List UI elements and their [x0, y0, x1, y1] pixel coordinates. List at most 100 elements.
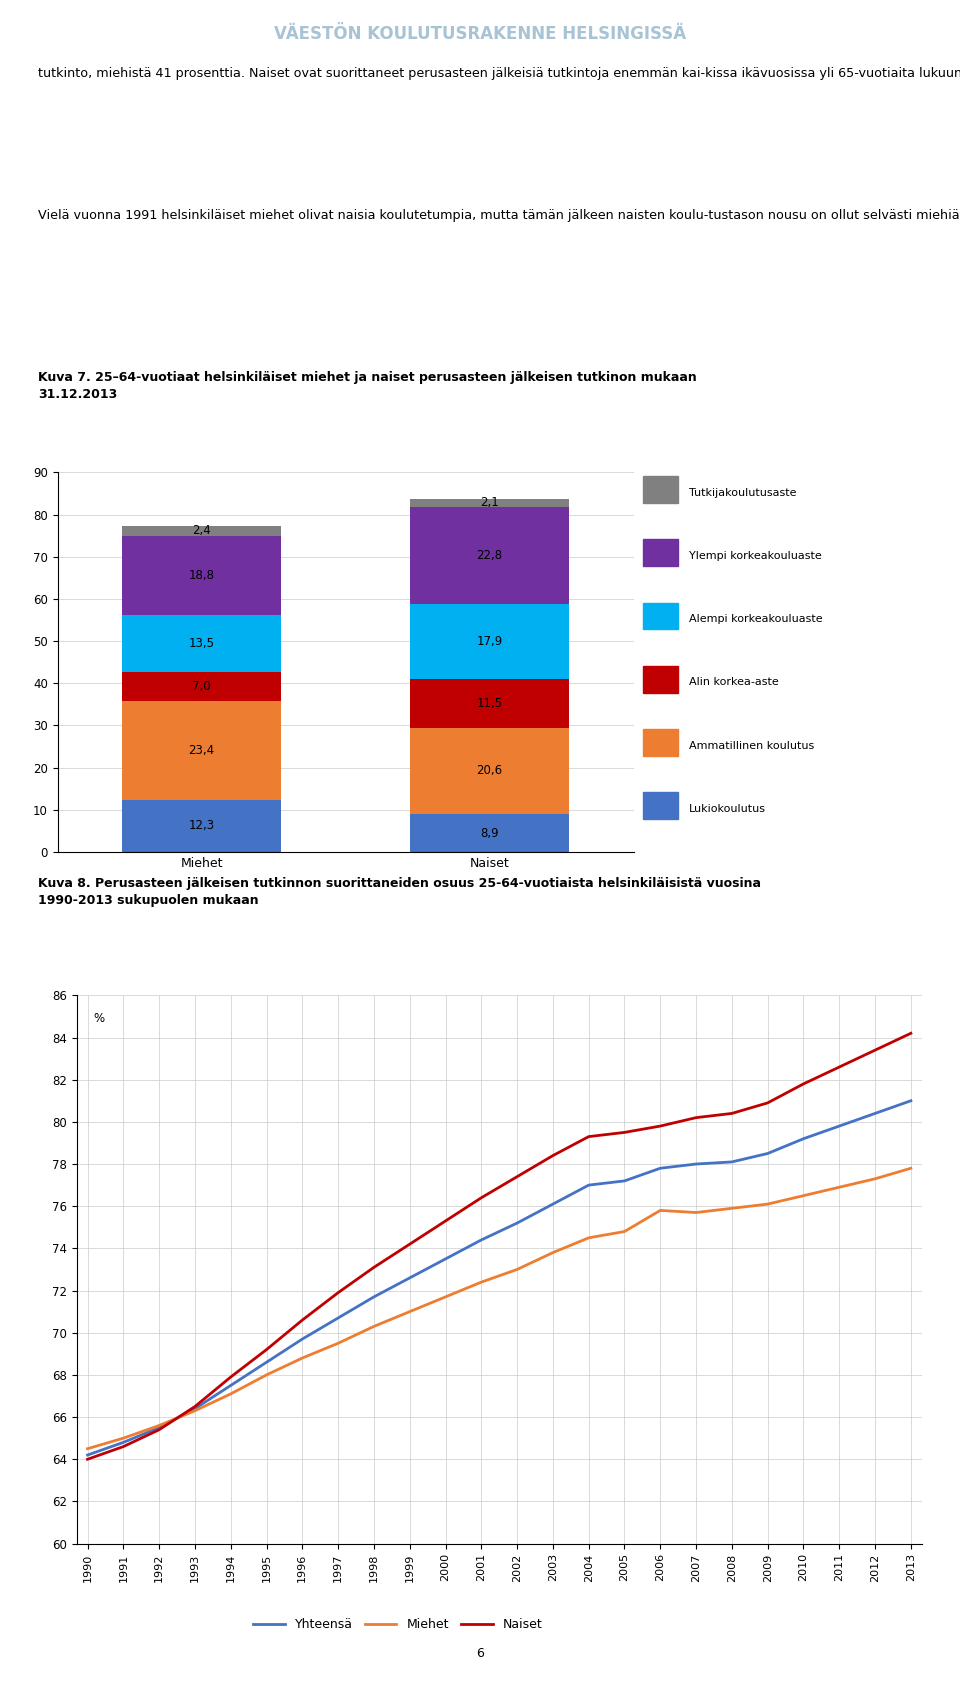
Naiset — [583, 1127, 594, 1147]
Text: Kuva 8. Perusasteen jälkeisen tutkinnon suorittaneiden osuus 25-64-vuotiaista he: Kuva 8. Perusasteen jälkeisen tutkinnon … — [38, 877, 761, 908]
Naiset — [762, 1093, 774, 1113]
Text: Ammatillinen koulutus: Ammatillinen koulutus — [689, 741, 814, 751]
Miehet — [870, 1169, 881, 1189]
Naiset — [833, 1056, 845, 1078]
Miehet — [655, 1201, 666, 1221]
Miehet — [117, 1427, 129, 1447]
Yhteensä — [619, 1171, 631, 1191]
Miehet — [690, 1203, 702, 1223]
Bar — [122, 616, 280, 671]
Text: 12,3: 12,3 — [188, 820, 215, 832]
Text: Vielä vuonna 1991 helsinkiläiset miehet olivat naisia koulutetumpia, mutta tämän: Vielä vuonna 1991 helsinkiläiset miehet … — [38, 209, 960, 223]
Miehet — [833, 1178, 845, 1198]
Text: 20,6: 20,6 — [476, 764, 503, 778]
Miehet — [619, 1221, 631, 1242]
Text: 11,5: 11,5 — [476, 697, 503, 710]
Yhteensä — [762, 1144, 774, 1164]
Yhteensä — [726, 1152, 737, 1172]
Text: VÄESTÖN KOULUTUSRAKENNE HELSINGISSÄ: VÄESTÖN KOULUTUSRAKENNE HELSINGISSÄ — [274, 25, 686, 42]
Bar — [643, 602, 678, 629]
Yhteensä — [833, 1115, 845, 1135]
Text: 7,0: 7,0 — [192, 680, 211, 693]
Text: Tutkijakoulutusaste: Tutkijakoulutusaste — [689, 488, 797, 498]
Bar — [410, 508, 568, 604]
Yhteensä — [870, 1103, 881, 1124]
Yhteensä — [117, 1432, 129, 1453]
Yhteensä — [225, 1375, 236, 1395]
Naiset — [475, 1188, 487, 1208]
Text: 8,9: 8,9 — [480, 827, 499, 840]
Naiset — [870, 1039, 881, 1059]
Miehet — [189, 1400, 201, 1420]
Naiset — [726, 1103, 737, 1124]
Yhteensä — [368, 1287, 379, 1307]
Line: Yhteensä: Yhteensä — [87, 1100, 911, 1454]
Bar — [410, 680, 568, 727]
Bar — [643, 666, 678, 693]
Yhteensä — [261, 1353, 273, 1373]
Miehet — [261, 1365, 273, 1385]
Naiset — [368, 1257, 379, 1277]
Text: Alin korkea-aste: Alin korkea-aste — [689, 678, 779, 687]
Text: Ylempi korkeakouluaste: Ylempi korkeakouluaste — [689, 552, 822, 560]
Bar — [122, 702, 280, 800]
Line: Miehet: Miehet — [87, 1167, 911, 1449]
Miehet — [905, 1157, 917, 1178]
Naiset — [154, 1419, 165, 1439]
Text: %: % — [94, 1012, 105, 1024]
Text: Lukiokoulutus: Lukiokoulutus — [689, 805, 766, 813]
Naiset — [690, 1107, 702, 1127]
Naiset — [619, 1122, 631, 1142]
Yhteensä — [512, 1213, 523, 1233]
Text: Kuva 7. 25–64-vuotiaat helsinkiläiset miehet ja naiset perusasteen jälkeisen tut: Kuva 7. 25–64-vuotiaat helsinkiläiset mi… — [38, 371, 697, 402]
Text: 23,4: 23,4 — [188, 744, 215, 757]
Bar — [122, 671, 280, 702]
Text: Alempi korkeakouluaste: Alempi korkeakouluaste — [689, 614, 823, 624]
Naiset — [225, 1366, 236, 1387]
Yhteensä — [905, 1090, 917, 1110]
Naiset — [332, 1282, 344, 1302]
Text: tutkinto, miehistä 41 prosenttia. Naiset ovat suorittaneet perusasteen jälkeisiä: tutkinto, miehistä 41 prosenttia. Naiset… — [38, 67, 960, 81]
Yhteensä — [798, 1129, 809, 1149]
Miehet — [368, 1316, 379, 1336]
Miehet — [583, 1228, 594, 1248]
Bar — [410, 499, 568, 508]
Miehet — [440, 1287, 451, 1307]
Text: 18,8: 18,8 — [188, 569, 215, 582]
Bar — [410, 815, 568, 852]
Naiset — [905, 1022, 917, 1043]
Bar — [643, 540, 678, 567]
Naiset — [798, 1073, 809, 1093]
Miehet — [762, 1194, 774, 1215]
Miehet — [404, 1302, 416, 1323]
Yhteensä — [690, 1154, 702, 1174]
Yhteensä — [189, 1399, 201, 1419]
Yhteensä — [547, 1194, 559, 1215]
Yhteensä — [475, 1230, 487, 1250]
Line: Naiset: Naiset — [87, 1032, 911, 1459]
Miehet — [297, 1348, 308, 1368]
Bar — [410, 727, 568, 815]
Naiset — [655, 1115, 666, 1135]
Yhteensä — [332, 1307, 344, 1328]
Text: 17,9: 17,9 — [476, 634, 503, 648]
Naiset — [189, 1397, 201, 1417]
Miehet — [475, 1272, 487, 1292]
Yhteensä — [82, 1444, 93, 1464]
Text: 6: 6 — [476, 1647, 484, 1660]
Text: 22,8: 22,8 — [476, 548, 503, 562]
Bar — [643, 729, 678, 756]
Miehet — [154, 1415, 165, 1436]
Text: 2,4: 2,4 — [192, 525, 211, 536]
Yhteensä — [440, 1248, 451, 1269]
Naiset — [440, 1211, 451, 1232]
Naiset — [82, 1449, 93, 1469]
Naiset — [512, 1166, 523, 1186]
Yhteensä — [404, 1269, 416, 1289]
Bar — [643, 476, 678, 503]
Naiset — [117, 1436, 129, 1456]
Bar — [410, 604, 568, 680]
Yhteensä — [655, 1157, 666, 1178]
Miehet — [332, 1333, 344, 1353]
Bar — [122, 526, 280, 536]
